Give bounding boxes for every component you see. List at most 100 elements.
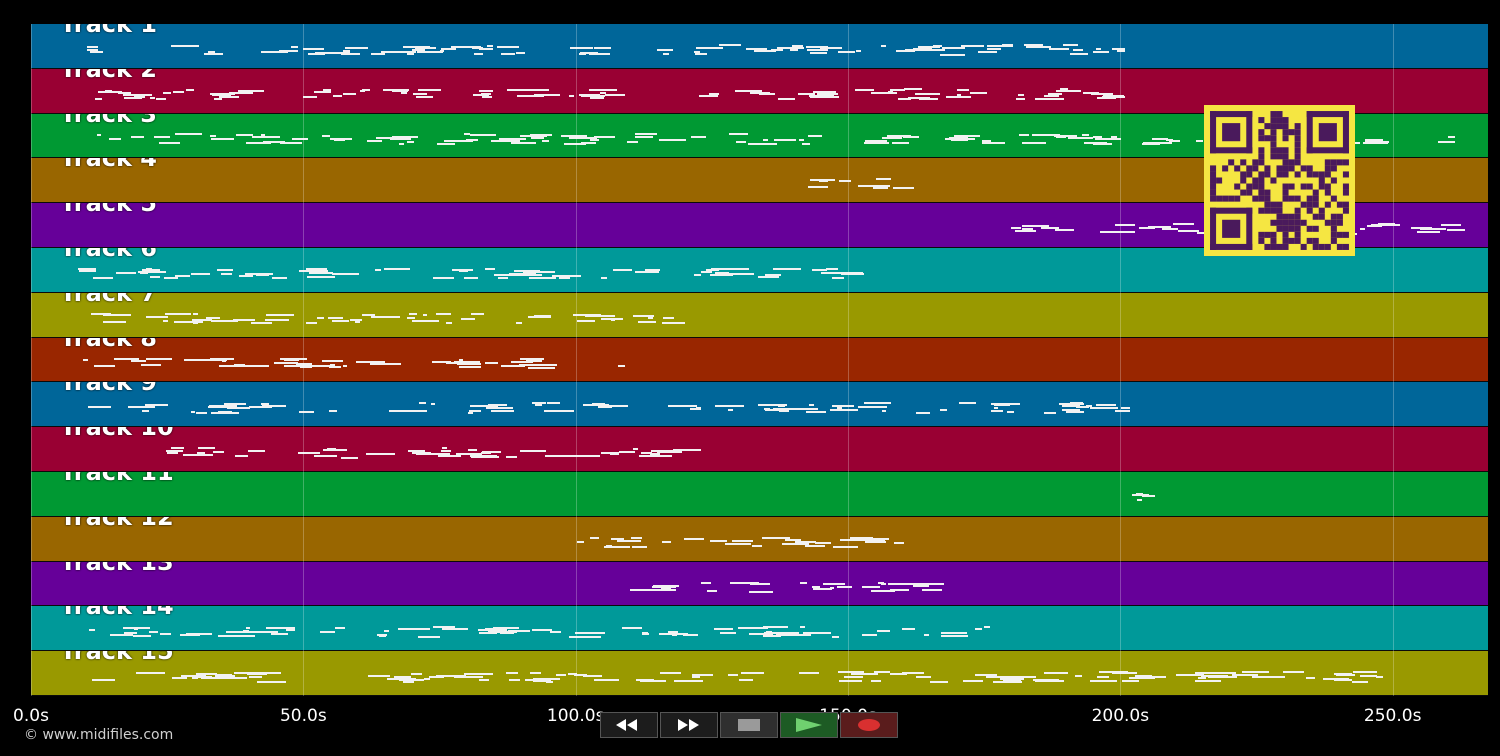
midi-note — [787, 632, 800, 635]
midi-note — [166, 451, 179, 454]
midi-note — [610, 318, 615, 321]
track-label: Track 1 — [60, 24, 158, 38]
midi-note — [174, 274, 190, 277]
midi-note — [411, 673, 423, 676]
midi-note — [939, 408, 947, 411]
midi-note — [480, 92, 491, 95]
play-button[interactable] — [780, 712, 838, 738]
midi-note — [419, 402, 426, 405]
record-button[interactable] — [840, 712, 898, 738]
midi-note — [876, 178, 891, 181]
midi-note — [805, 410, 827, 413]
midi-note — [849, 537, 873, 540]
midi-note — [603, 546, 630, 549]
midi-note — [370, 362, 385, 365]
midi-note — [1116, 50, 1125, 53]
midi-note — [1032, 134, 1060, 137]
midi-note — [940, 635, 969, 638]
midi-note — [913, 584, 930, 587]
midi-note — [720, 273, 734, 276]
midi-note — [1065, 411, 1084, 414]
midi-note — [235, 455, 248, 458]
midi-note — [340, 53, 360, 56]
midi-note — [322, 359, 343, 362]
midi-note — [428, 675, 445, 678]
midi-note — [1092, 142, 1113, 145]
midi-note — [1196, 139, 1203, 142]
midi-note — [1333, 679, 1343, 682]
midi-note — [635, 135, 654, 138]
midi-note — [1096, 97, 1117, 100]
midi-note — [412, 92, 427, 95]
midi-note — [836, 406, 842, 409]
midi-note — [230, 405, 238, 408]
midi-note — [538, 134, 548, 137]
track-lane: Track 10 — [31, 427, 1488, 472]
midi-note — [321, 135, 330, 138]
midi-note — [739, 679, 753, 682]
midi-note — [210, 357, 235, 360]
midi-note — [455, 452, 483, 455]
track-label: Track 2 — [60, 68, 158, 83]
midi-note — [1009, 676, 1037, 679]
midi-note — [272, 277, 288, 280]
midi-note — [600, 91, 607, 94]
midi-note — [439, 675, 453, 678]
midi-note — [1089, 406, 1118, 409]
midi-note — [436, 143, 456, 145]
midi-note — [122, 627, 151, 630]
midi-note — [589, 96, 605, 99]
midi-note — [1195, 679, 1221, 682]
midi-note — [295, 363, 313, 366]
midi-note — [861, 586, 880, 589]
midi-note — [159, 632, 172, 635]
midi-note — [941, 47, 965, 50]
stop-button[interactable] — [720, 712, 778, 738]
midi-note — [344, 46, 368, 49]
midi-note — [478, 629, 508, 632]
midi-note — [1093, 136, 1102, 139]
midi-note — [465, 139, 478, 142]
midi-note — [191, 272, 211, 275]
midi-note — [265, 313, 295, 316]
midi-note — [569, 136, 597, 139]
midi-note — [468, 409, 481, 412]
midi-note — [106, 313, 131, 316]
midi-note — [576, 540, 585, 543]
midi-note — [330, 137, 352, 140]
midi-note — [86, 46, 99, 49]
track-label: Track 12 — [60, 516, 174, 531]
midi-note — [876, 630, 891, 633]
midi-note — [891, 141, 910, 144]
midi-note — [897, 98, 911, 101]
midi-note — [839, 680, 862, 683]
midi-note — [501, 365, 526, 367]
midi-note — [95, 98, 103, 101]
midi-note — [777, 46, 805, 49]
midi-note — [594, 47, 611, 50]
midi-note — [649, 453, 660, 456]
midi-note — [1026, 46, 1051, 49]
midi-note — [1165, 138, 1174, 141]
midi-note — [484, 362, 499, 365]
midi-note — [530, 672, 542, 675]
track-label: Track 15 — [60, 651, 174, 666]
midi-note — [298, 269, 328, 272]
rewind-button[interactable] — [600, 712, 658, 738]
midi-note — [961, 44, 984, 47]
midi-note — [837, 585, 852, 588]
fast-forward-button[interactable] — [660, 712, 718, 738]
midi-note — [1103, 95, 1125, 98]
midi-note — [317, 316, 325, 319]
midi-note — [813, 91, 837, 94]
midi-note — [174, 320, 203, 323]
midi-note — [531, 629, 552, 632]
midi-note — [355, 321, 360, 324]
midi-note — [567, 673, 577, 676]
midi-note — [648, 317, 654, 320]
midi-note — [1102, 96, 1125, 99]
midi-note — [673, 679, 703, 682]
midi-note — [1049, 47, 1070, 50]
midi-note — [389, 138, 411, 141]
midi-note — [594, 678, 619, 681]
